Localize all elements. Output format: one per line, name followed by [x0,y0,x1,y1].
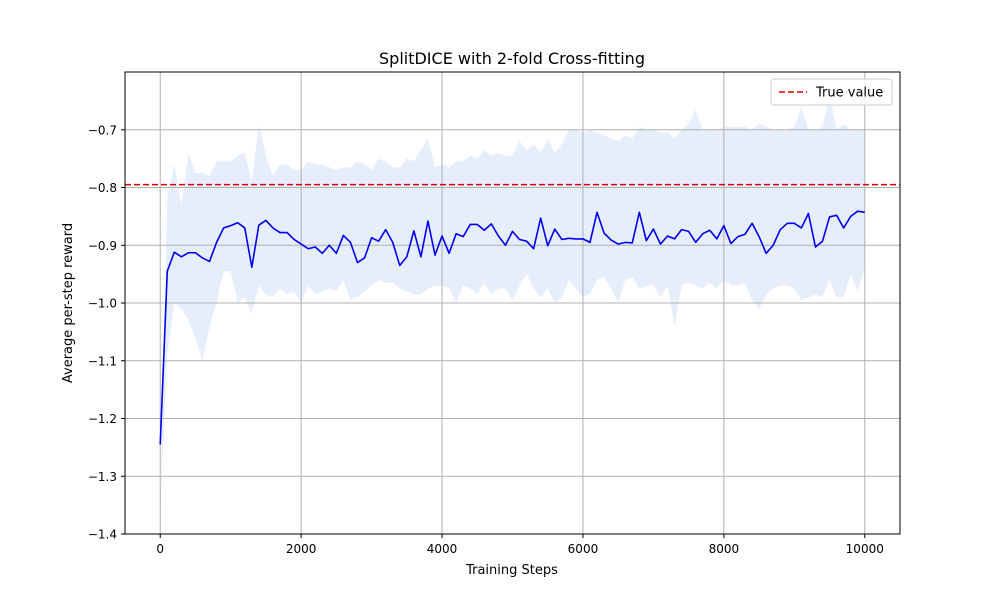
y-tick-label: −0.9 [88,239,117,253]
x-tick-label: 4000 [427,542,458,556]
legend: True value [770,78,893,106]
y-tick-label: −1.0 [88,297,117,311]
y-tick-label: −1.4 [88,528,117,542]
x-tick-label: 0 [156,542,164,556]
y-axis-label: Average per-step reward [61,223,76,383]
confidence-band [160,95,865,511]
y-tick-label: −1.1 [88,354,117,368]
x-axis-label: Training Steps [465,563,558,578]
mean-reward-line [159,210,865,445]
y-tick-label: −1.2 [88,412,117,426]
x-tick-label: 2000 [286,542,317,556]
y-tick-label: −0.7 [88,123,117,137]
y-tick-label: −1.3 [88,470,117,484]
x-tick-label: 10000 [846,542,884,556]
legend-box [770,78,893,106]
chart-title: SplitDICE with 2-fold Cross-fitting [379,49,645,68]
y-tick-label: −0.8 [88,181,117,195]
x-tick-label: 6000 [568,542,599,556]
x-tick-label: 8000 [709,542,740,556]
legend-true-value-label: True value [815,86,883,101]
